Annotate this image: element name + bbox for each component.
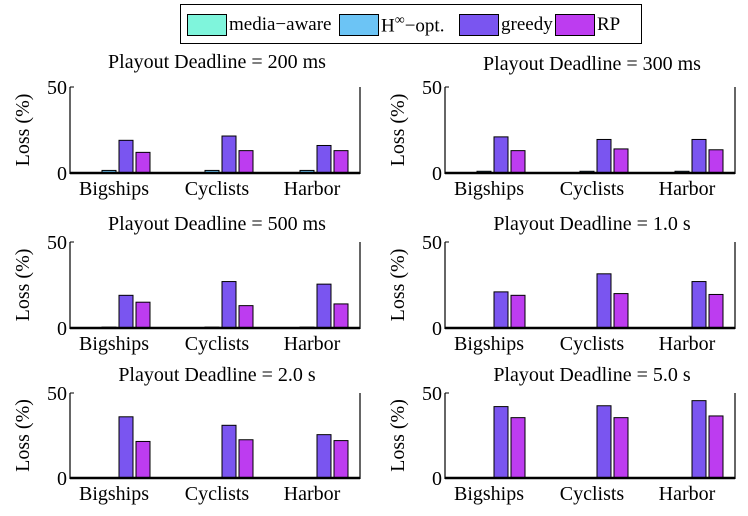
y-tick-label-4-0: 0 — [57, 468, 67, 490]
x-tick-label-2-2: Harbor — [284, 333, 341, 355]
x-tick-label-0-1: Cyclists — [185, 178, 250, 200]
bar-1-0-2 — [493, 136, 509, 174]
bar-4-2-3 — [333, 440, 349, 479]
y-axis-label-0: Loss (%) — [12, 94, 34, 167]
bar-4-0-2 — [118, 416, 134, 479]
y-axis-label-5: Loss (%) — [387, 399, 409, 472]
x-tick-label-3-0: Bigships — [454, 333, 524, 355]
chart-title-0: Playout Deadline = 200 ms — [108, 51, 326, 73]
bar-4-1-3 — [238, 439, 254, 479]
bar-5-1-2 — [596, 405, 612, 479]
legend-swatch-rp — [555, 14, 595, 36]
bar-3-0-3 — [510, 294, 526, 329]
bar-0-0-3 — [135, 151, 151, 174]
y-tick-label-5-0: 0 — [432, 468, 442, 490]
x-tick-label-2-1: Cyclists — [185, 333, 250, 355]
legend: media−aware H∞−opt. greedy RP — [180, 4, 642, 44]
x-tick-label-4-1: Cyclists — [185, 483, 250, 505]
y-tick-label-5-1: 50 — [422, 383, 442, 405]
x-tick-label-2-0: Bigships — [79, 333, 149, 355]
x-tick-label-5-2: Harbor — [659, 483, 716, 505]
y-tick-label-3-1: 50 — [422, 232, 442, 254]
legend-swatch-greedy — [459, 14, 499, 36]
bar-0-1-3 — [238, 150, 254, 174]
legend-label-media-aware: media−aware — [229, 14, 332, 35]
bar-2-1-3 — [238, 305, 254, 329]
bar-5-0-2 — [493, 406, 509, 479]
chart-title-1: Playout Deadline = 300 ms — [483, 53, 701, 75]
y-tick-label-2-0: 0 — [57, 318, 67, 340]
bar-4-2-2 — [316, 434, 332, 479]
legend-item-hinf-opt: H∞−opt. — [339, 12, 444, 38]
legend-item-greedy: greedy — [459, 12, 553, 38]
bar-5-2-3 — [708, 415, 724, 479]
y-tick-label-0-1: 50 — [47, 77, 67, 99]
y-axis-label-2: Loss (%) — [12, 249, 34, 322]
legend-label-hinf-sup: ∞ — [394, 12, 405, 28]
y-tick-label-1-0: 0 — [432, 163, 442, 185]
legend-item-rp: RP — [555, 12, 620, 38]
bar-2-2-3 — [333, 303, 349, 329]
bar-3-2-3 — [708, 293, 724, 329]
x-tick-label-5-1: Cyclists — [560, 483, 625, 505]
y-axis-label-4: Loss (%) — [12, 399, 34, 472]
legend-swatch-media-aware — [187, 14, 227, 36]
bar-0-0-2 — [118, 139, 134, 174]
legend-label-greedy: greedy — [501, 14, 553, 35]
y-tick-label-2-1: 50 — [47, 232, 67, 254]
legend-label-hinf-base: H — [381, 15, 395, 37]
x-tick-label-1-0: Bigships — [454, 178, 524, 200]
x-tick-label-3-2: Harbor — [659, 333, 716, 355]
x-tick-label-0-2: Harbor — [284, 178, 341, 200]
bar-2-2-2 — [316, 283, 332, 329]
y-tick-label-3-0: 0 — [432, 318, 442, 340]
y-tick-label-0-0: 0 — [57, 163, 67, 185]
bar-3-2-2 — [691, 281, 707, 329]
bar-3-1-2 — [596, 273, 612, 329]
x-tick-label-1-1: Cyclists — [560, 178, 625, 200]
x-tick-label-1-2: Harbor — [659, 178, 716, 200]
bar-0-1-2 — [221, 135, 237, 174]
bar-3-1-3 — [613, 293, 629, 329]
x-tick-label-0-0: Bigships — [79, 178, 149, 200]
bar-5-1-3 — [613, 417, 629, 479]
chart-title-3: Playout Deadline = 1.0 s — [493, 213, 691, 235]
bar-5-2-2 — [691, 400, 707, 479]
bar-3-0-2 — [493, 291, 509, 329]
chart-title-2: Playout Deadline = 500 ms — [108, 213, 326, 235]
x-tick-label-5-0: Bigships — [454, 483, 524, 505]
y-tick-label-1-1: 50 — [422, 77, 442, 99]
x-tick-label-4-2: Harbor — [284, 483, 341, 505]
chart-title-5: Playout Deadline = 5.0 s — [493, 364, 691, 386]
x-tick-label-4-0: Bigships — [79, 483, 149, 505]
y-axis-label-1: Loss (%) — [387, 94, 409, 167]
bar-2-1-2 — [221, 281, 237, 329]
chart-title-4: Playout Deadline = 2.0 s — [118, 364, 316, 386]
legend-swatch-hinf-opt — [339, 14, 379, 36]
bar-2-0-3 — [135, 301, 151, 329]
bar-1-2-3 — [708, 149, 724, 174]
legend-label-rp: RP — [597, 14, 621, 35]
bar-1-1-2 — [596, 138, 612, 174]
bar-1-0-3 — [510, 150, 526, 174]
legend-label-hinf-suffix: −opt. — [404, 15, 445, 37]
bar-1-2-2 — [691, 138, 707, 174]
bar-0-2-2 — [316, 144, 332, 174]
bar-1-1-3 — [613, 148, 629, 174]
bar-4-1-2 — [221, 424, 237, 479]
bar-5-0-3 — [510, 417, 526, 479]
legend-label-hinf-opt: H∞−opt. — [381, 13, 444, 37]
bar-2-0-2 — [118, 294, 134, 329]
legend-item-media-aware: media−aware — [187, 12, 332, 38]
y-tick-label-4-1: 50 — [47, 383, 67, 405]
y-axis-label-3: Loss (%) — [387, 249, 409, 322]
bar-4-0-3 — [135, 440, 151, 479]
x-tick-label-3-1: Cyclists — [560, 333, 625, 355]
bar-0-2-3 — [333, 150, 349, 174]
